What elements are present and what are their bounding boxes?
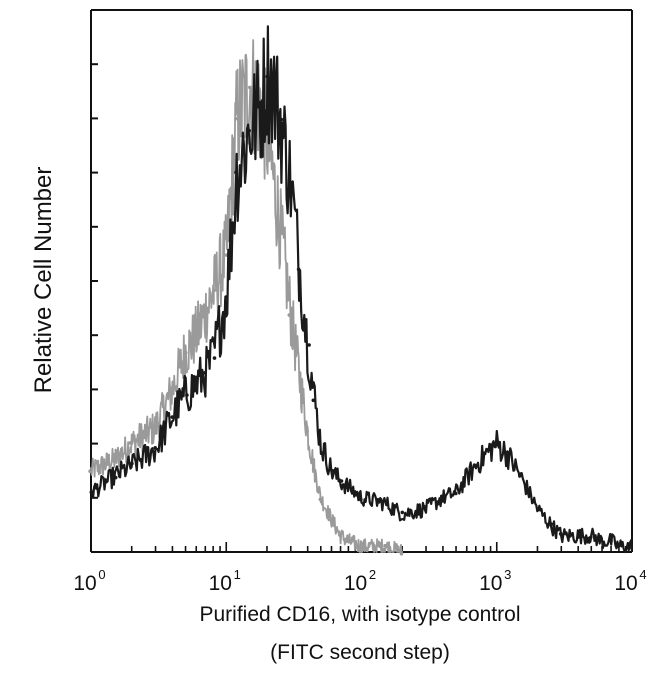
data-point [153, 426, 157, 431]
y-axis-label: Relative Cell Number [30, 166, 57, 394]
data-point [183, 350, 188, 355]
data-point [337, 533, 342, 537]
x-tick-labels: 10 0 10 1 10 2 10 3 10 4 [73, 567, 646, 595]
data-point [195, 333, 199, 338]
x-tick-label: 10 1 [209, 567, 241, 595]
data-point [347, 539, 351, 544]
data-point [113, 458, 117, 462]
data-point [399, 551, 404, 556]
data-point [518, 474, 522, 478]
data-point [383, 543, 387, 548]
data-point [496, 443, 500, 447]
data-point [113, 475, 118, 480]
data-point [307, 343, 311, 347]
data-point [359, 544, 364, 549]
data-point [599, 538, 603, 542]
data-point [272, 83, 276, 87]
data-point [272, 171, 276, 176]
x-tick-base: 10 [479, 572, 502, 595]
data-point [289, 180, 294, 185]
data-point [317, 441, 322, 445]
data-point [311, 398, 316, 403]
data-point [617, 543, 622, 547]
x-tick-exponent: 2 [369, 567, 376, 582]
data-point [384, 502, 389, 507]
data-point [170, 415, 175, 419]
data-point [287, 313, 292, 317]
data-point [400, 510, 405, 515]
x-tick-base: 10 [614, 572, 637, 595]
series-trace [89, 25, 634, 554]
data-point [204, 310, 209, 314]
data-point [212, 356, 217, 360]
data-point [609, 539, 613, 543]
data-point [576, 534, 581, 538]
data-point [472, 464, 477, 468]
x-tick-base: 10 [344, 572, 367, 595]
series-line [89, 25, 634, 554]
data-point [89, 490, 94, 495]
x-tick-label: 10 0 [73, 567, 105, 595]
data-point [247, 128, 251, 133]
data-point [279, 226, 283, 230]
data-point [299, 377, 304, 382]
plot-frame [90, 9, 633, 553]
data-point [558, 532, 563, 536]
x-tick-exponent: 0 [98, 567, 105, 582]
data-point [305, 429, 309, 434]
x-tick-label: 10 2 [344, 567, 376, 595]
data-point [234, 170, 238, 175]
data-point [330, 469, 335, 473]
data-point [339, 479, 344, 483]
data-point [169, 386, 174, 390]
data-point [454, 491, 458, 496]
data-point [422, 505, 427, 509]
x-axis-label-line2: (FITC second step) [270, 641, 450, 664]
data-point [265, 74, 270, 79]
x-tick-exponent: 4 [639, 567, 646, 582]
x-tick-label: 10 4 [614, 567, 646, 595]
x-tick-label: 10 3 [479, 567, 511, 595]
x-tick-base: 10 [73, 572, 96, 595]
data-point [279, 117, 284, 122]
data-point [506, 450, 510, 455]
data-point [185, 393, 189, 397]
data-point [439, 494, 444, 499]
data-point [629, 545, 633, 549]
series-line [90, 39, 404, 553]
data-point [88, 469, 92, 474]
x-tick-exponent: 3 [504, 567, 511, 582]
data-point [318, 497, 323, 502]
data-point [153, 446, 157, 450]
data-point [130, 461, 134, 466]
data-point [248, 85, 252, 90]
x-tick-base: 10 [209, 572, 232, 595]
data-point [234, 116, 238, 121]
data-point [212, 288, 216, 293]
data-point [296, 267, 301, 272]
data-point [194, 381, 198, 386]
data-point [203, 370, 207, 375]
data-point [487, 447, 491, 452]
data-point [329, 518, 333, 523]
data-point [128, 441, 133, 445]
x-tick-exponent: 1 [234, 567, 241, 582]
data-point [359, 497, 363, 502]
data-point [588, 535, 593, 540]
data-point [537, 507, 541, 512]
x-axis-label: Purified CD16, with isotype control [199, 603, 521, 626]
series-layer [88, 25, 634, 556]
data-point [549, 522, 554, 526]
data-point [224, 295, 228, 299]
data-point [260, 104, 264, 108]
data-point [345, 485, 349, 489]
data-point [311, 467, 316, 472]
series-trace [88, 39, 404, 556]
